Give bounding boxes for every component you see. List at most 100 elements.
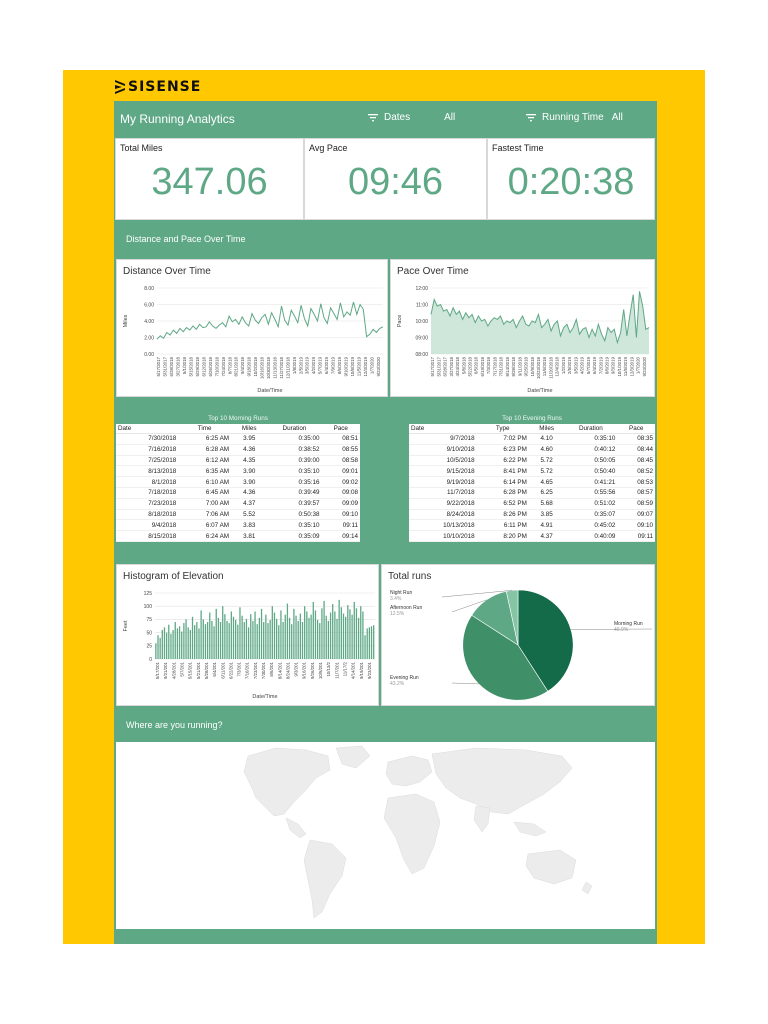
elevation-bar[interactable]: [200, 610, 202, 659]
elevation-bar[interactable]: [258, 617, 261, 659]
elevation-bar[interactable]: [230, 611, 232, 659]
elevation-bar[interactable]: [263, 622, 265, 659]
elevation-bar[interactable]: [368, 627, 371, 659]
elevation-bar[interactable]: [161, 629, 163, 659]
column-header[interactable]: Type: [476, 424, 529, 434]
elevation-bar[interactable]: [342, 613, 345, 659]
elevation-bar[interactable]: [360, 606, 362, 659]
elevation-bar[interactable]: [196, 622, 198, 659]
elevation-bar[interactable]: [241, 615, 243, 659]
elevation-bar[interactable]: [327, 620, 330, 659]
elevation-bar[interactable]: [353, 601, 355, 659]
elevation-bar[interactable]: [204, 624, 207, 659]
elevation-bar[interactable]: [224, 614, 226, 659]
elevation-bar[interactable]: [157, 635, 159, 659]
elevation-bar[interactable]: [198, 628, 200, 659]
elevation-bar[interactable]: [316, 619, 319, 659]
elevation-bar[interactable]: [250, 614, 252, 659]
elevation-bar[interactable]: [209, 612, 211, 659]
filter-dates[interactable]: Dates All: [368, 112, 455, 123]
pie-slice[interactable]: [505, 589, 519, 646]
elevation-bar[interactable]: [336, 618, 338, 659]
elevation-bar[interactable]: [301, 622, 304, 659]
elevation-bar[interactable]: [345, 616, 347, 659]
elevation-bar[interactable]: [178, 626, 181, 659]
elevation-bar[interactable]: [165, 632, 168, 659]
elevation-bar[interactable]: [170, 633, 172, 659]
elevation-bar[interactable]: [245, 618, 248, 659]
elevation-bar[interactable]: [370, 626, 373, 659]
column-header[interactable]: Pace: [321, 424, 360, 434]
elevation-bar[interactable]: [310, 614, 312, 659]
elevation-bar[interactable]: [194, 625, 196, 659]
elevation-bar[interactable]: [351, 614, 353, 659]
elevation-bar[interactable]: [288, 617, 291, 659]
elevation-bar[interactable]: [304, 606, 306, 659]
elevation-bar[interactable]: [237, 624, 239, 659]
elevation-bar[interactable]: [325, 615, 327, 659]
elevation-bar[interactable]: [215, 608, 217, 659]
elevation-bar[interactable]: [232, 616, 235, 659]
elevation-bar[interactable]: [306, 611, 308, 659]
column-header[interactable]: Date: [409, 424, 477, 434]
elevation-bar[interactable]: [213, 626, 215, 659]
elevation-bar[interactable]: [172, 629, 174, 659]
elevation-bar[interactable]: [319, 623, 321, 659]
elevation-bar[interactable]: [202, 619, 204, 659]
elevation-bar[interactable]: [155, 643, 157, 659]
world-map[interactable]: [116, 742, 655, 929]
column-header[interactable]: Duration: [267, 424, 322, 434]
elevation-bar[interactable]: [176, 628, 179, 659]
elevation-bar[interactable]: [206, 622, 209, 659]
elevation-bar[interactable]: [293, 608, 295, 659]
elevation-bar[interactable]: [247, 627, 250, 659]
column-header[interactable]: Pace: [617, 424, 655, 434]
column-header[interactable]: Miles: [528, 424, 565, 434]
column-header[interactable]: Duration: [564, 424, 618, 434]
elevation-bar[interactable]: [267, 623, 269, 659]
elevation-bar[interactable]: [357, 617, 360, 659]
elevation-bar[interactable]: [265, 614, 267, 659]
elevation-bar[interactable]: [168, 624, 170, 659]
elevation-bar[interactable]: [189, 629, 191, 659]
elevation-bar[interactable]: [235, 619, 237, 659]
elevation-bar[interactable]: [226, 620, 228, 659]
elevation-bar[interactable]: [254, 611, 256, 659]
elevation-bar[interactable]: [291, 624, 293, 659]
elevation-bar[interactable]: [355, 608, 358, 659]
elevation-bar[interactable]: [211, 620, 213, 659]
elevation-bar[interactable]: [260, 608, 263, 659]
filter-running-time[interactable]: Running Time All: [526, 112, 623, 123]
elevation-bar[interactable]: [174, 622, 176, 659]
elevation-bar[interactable]: [187, 627, 189, 659]
elevation-bar[interactable]: [239, 607, 241, 659]
elevation-bar[interactable]: [334, 611, 336, 659]
elevation-bar[interactable]: [321, 608, 323, 659]
elevation-bar[interactable]: [243, 622, 245, 659]
elevation-bar[interactable]: [314, 610, 317, 659]
elevation-bar[interactable]: [366, 628, 368, 659]
elevation-bar[interactable]: [159, 637, 161, 659]
elevation-bar[interactable]: [217, 617, 220, 659]
elevation-bar[interactable]: [347, 605, 349, 659]
elevation-bar[interactable]: [349, 609, 351, 659]
elevation-bar[interactable]: [362, 611, 364, 659]
elevation-bar[interactable]: [282, 622, 284, 659]
elevation-bar[interactable]: [338, 599, 340, 659]
elevation-bar[interactable]: [373, 625, 375, 659]
elevation-bar[interactable]: [299, 613, 301, 659]
elevation-bar[interactable]: [222, 606, 224, 659]
elevation-bar[interactable]: [219, 622, 222, 659]
column-header[interactable]: Miles: [231, 424, 268, 434]
elevation-bar[interactable]: [181, 631, 183, 659]
column-header[interactable]: Time: [178, 424, 232, 434]
elevation-bar[interactable]: [252, 620, 254, 659]
elevation-bar[interactable]: [364, 635, 366, 659]
elevation-bar[interactable]: [280, 610, 282, 659]
elevation-bar[interactable]: [275, 618, 278, 659]
elevation-bar[interactable]: [297, 620, 299, 659]
elevation-bar[interactable]: [295, 615, 297, 659]
elevation-bar[interactable]: [269, 619, 271, 659]
elevation-bar[interactable]: [271, 606, 273, 659]
elevation-bar[interactable]: [183, 623, 185, 659]
